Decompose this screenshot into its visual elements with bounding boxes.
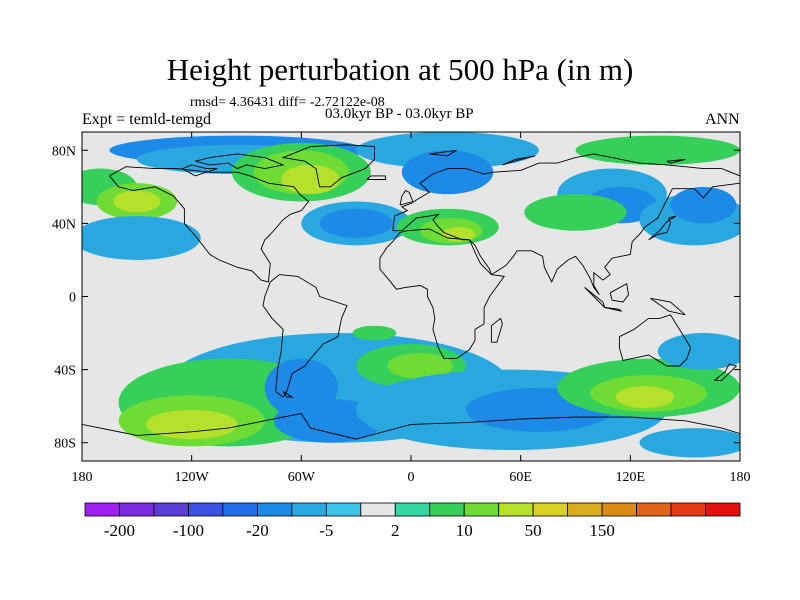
x-tick-label: 120E <box>616 470 646 485</box>
colorbar-label: 10 <box>456 521 473 540</box>
colorbar-label: 150 <box>589 521 615 540</box>
coastline <box>609 282 629 303</box>
contour-region <box>387 353 454 379</box>
x-tick-label: 60W <box>288 470 316 485</box>
colorbar-swatch <box>222 502 258 517</box>
contour-region <box>319 208 393 239</box>
coastline <box>392 153 740 231</box>
colorbar-label: 2 <box>391 521 400 540</box>
colorbar-swatch <box>532 502 569 517</box>
colorbar-swatch <box>498 502 534 517</box>
colorbar-swatch <box>153 502 189 517</box>
colorbar-swatch <box>394 502 431 517</box>
contour-region <box>575 135 740 165</box>
x-tick-label: 60E <box>509 470 532 485</box>
y-tick-label: 40N <box>52 217 76 232</box>
coastline <box>648 215 677 241</box>
coastline <box>181 164 218 177</box>
colorbar-swatch <box>429 502 465 517</box>
contour-region <box>352 325 397 341</box>
y-tick-label: 0 <box>69 291 76 306</box>
plot-title: Height perturbation at 500 hPa (in m) <box>166 52 634 87</box>
coastline <box>666 158 686 164</box>
contour-region <box>615 386 675 408</box>
colorbar-swatch <box>567 502 603 517</box>
colorbar-swatch <box>84 502 120 517</box>
contour-region <box>670 186 737 224</box>
axis-ticks: 80N 40N 0 40S 80S 180 120W 60W 0 60E 120E 180 <box>52 132 751 485</box>
coastline <box>262 274 348 398</box>
colorbar-swatch <box>291 502 327 517</box>
contour-region <box>281 164 340 195</box>
contour-region <box>145 409 238 440</box>
colorbar-swatch <box>463 502 500 517</box>
y-tick-label: 80S <box>54 437 76 452</box>
coastline <box>195 153 285 170</box>
colorbar-swatch <box>188 502 224 517</box>
colorbar-swatch <box>325 502 362 517</box>
coastline <box>604 307 623 312</box>
period-text: 03.0kyr BP - 03.0kyr BP <box>325 106 474 122</box>
contour-region <box>442 227 475 242</box>
colorbar-label: -20 <box>246 521 269 540</box>
contour-region <box>82 216 201 260</box>
coastline <box>366 175 386 180</box>
coastline <box>490 317 503 343</box>
contour-region <box>524 194 627 231</box>
x-tick-label: 120W <box>175 470 210 485</box>
coastline <box>379 228 506 360</box>
x-tick-label: 180 <box>730 470 751 485</box>
coastline <box>82 412 740 440</box>
colorbar-swatch <box>670 502 706 517</box>
colorbar-swatch <box>256 502 293 517</box>
coastlines <box>82 144 740 440</box>
coastline <box>282 391 294 398</box>
coastline <box>650 297 686 316</box>
coastline <box>502 155 536 166</box>
coastline <box>392 182 740 295</box>
stats-text: rmsd= 4.36431 diff= -2.72122e-08 <box>190 95 385 110</box>
colorbar-label: -100 <box>173 521 204 540</box>
coastline <box>281 144 375 188</box>
y-tick-label: 40S <box>54 364 76 379</box>
coastline <box>714 363 738 382</box>
coastline <box>399 189 414 206</box>
colorbar-swatch <box>705 502 741 517</box>
colorbar-swatch <box>119 502 155 517</box>
contour-region <box>401 150 494 195</box>
x-tick-label: 180 <box>72 470 93 485</box>
coastline <box>429 149 457 157</box>
season-label: ANN <box>705 111 740 128</box>
contour-fields <box>82 132 740 458</box>
colorbar-swatch <box>360 502 396 517</box>
y-tick-label: 80N <box>52 144 76 159</box>
colorbar-label: -5 <box>319 521 333 540</box>
coastline <box>618 314 692 367</box>
contour-region <box>113 190 161 213</box>
colorbar-swatch <box>601 502 637 517</box>
contour-region <box>356 132 539 169</box>
colorbar-label: 50 <box>525 521 542 540</box>
colorbar-label: -200 <box>104 521 135 540</box>
contour-region <box>657 333 740 370</box>
experiment-label: Expt = temld-temgd <box>82 111 211 128</box>
x-tick-label: 0 <box>408 470 415 485</box>
colorbar-swatch <box>636 502 672 517</box>
coastline <box>109 166 310 283</box>
contour-region <box>639 428 740 458</box>
colorbar: -200 -100 -20 -5 2 10 50 150 <box>84 502 741 540</box>
